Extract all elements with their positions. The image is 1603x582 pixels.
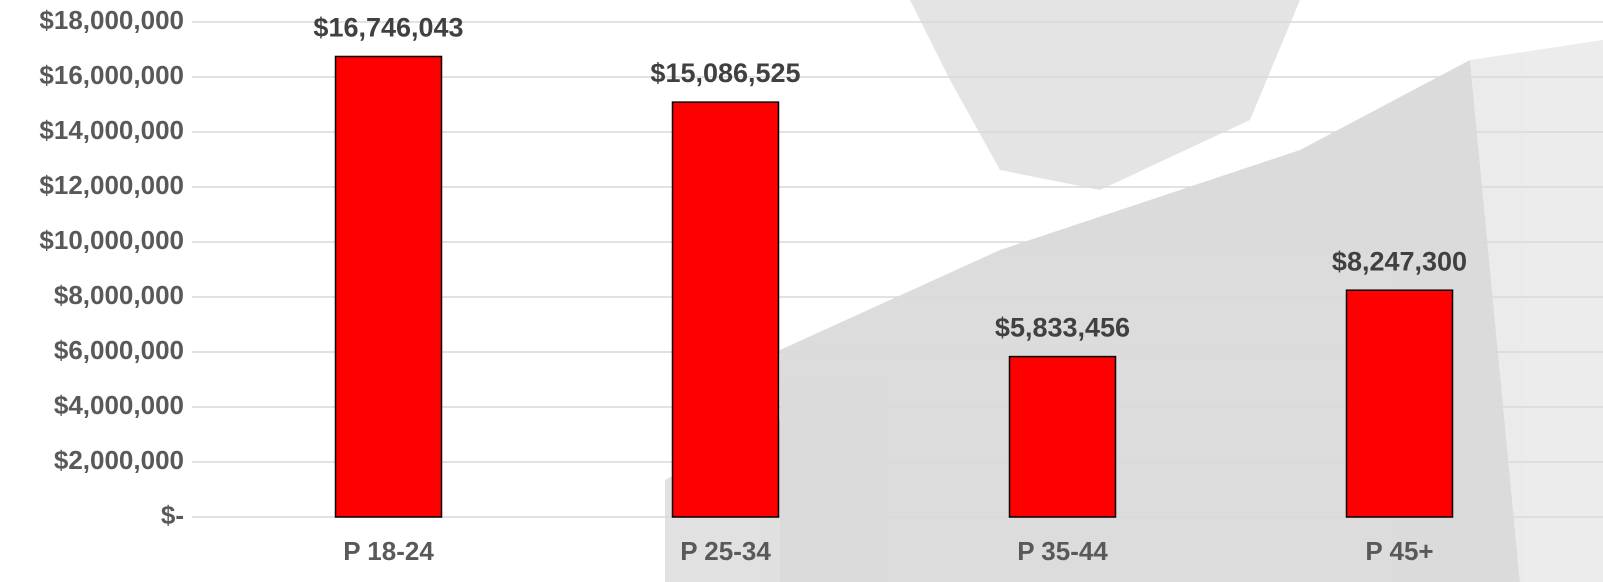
chart: $- $2,000,000 $4,000,000 $6,000,000 $8,000,0…: [0, 0, 1603, 582]
x-tick-label: P 25-34: [680, 536, 771, 566]
y-tick-label: $16,000,000: [39, 60, 184, 90]
y-tick-label: $8,000,000: [54, 280, 184, 310]
x-tick-label: P 45+: [1365, 536, 1433, 566]
y-tick-label: $14,000,000: [39, 115, 184, 145]
y-tick-label: $6,000,000: [54, 335, 184, 365]
y-tick-label: $18,000,000: [39, 5, 184, 35]
x-tick-label: P 18-24: [343, 536, 434, 566]
y-tick-label: $12,000,000: [39, 170, 184, 200]
y-tick-label: $-: [161, 500, 184, 530]
background-photo: [665, 0, 1603, 582]
x-tick-label: P 35-44: [1017, 536, 1108, 566]
data-label: $15,086,525: [650, 58, 800, 88]
bar: [336, 56, 442, 517]
bar: [1347, 290, 1453, 517]
y-tick-label: $2,000,000: [54, 445, 184, 475]
y-tick-label: $10,000,000: [39, 225, 184, 255]
data-label: $16,746,043: [313, 13, 463, 43]
data-label: $8,247,300: [1332, 246, 1467, 276]
bar: [673, 102, 779, 517]
data-label: $5,833,456: [995, 313, 1130, 343]
bar: [1010, 357, 1116, 517]
y-tick-label: $4,000,000: [54, 390, 184, 420]
